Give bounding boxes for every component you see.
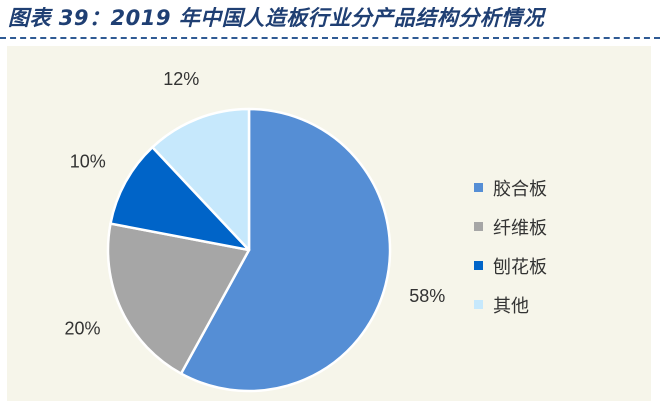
pie-slice-4 [151,107,251,252]
legend-swatch [474,222,483,231]
chart-title: 图表 39：2019 年中国人造板行业分产品结构分析情况 [8,6,545,30]
legend-swatch [474,261,483,270]
legend: 胶合板纤维板刨花板其他 [474,174,547,330]
legend-item-1: 胶合板 [474,174,547,201]
pie-slice-2 [106,222,251,375]
data-label-3: 10% [70,151,106,171]
data-label-2: 20% [64,318,100,338]
legend-label: 其他 [493,295,529,317]
legend-swatch [474,300,483,309]
legend-item-4: 其他 [474,291,547,318]
legend-label: 纤维板 [493,217,547,239]
pie-slice-1 [179,107,392,393]
title-divider [0,37,660,39]
pie-slice-3 [109,145,251,252]
legend-item-2: 纤维板 [474,213,547,240]
data-label-1: 58% [409,286,445,306]
legend-label: 刨花板 [493,256,547,278]
legend-label: 胶合板 [493,178,547,200]
legend-item-3: 刨花板 [474,252,547,279]
legend-swatch [474,183,483,192]
data-label-4: 12% [163,69,199,89]
